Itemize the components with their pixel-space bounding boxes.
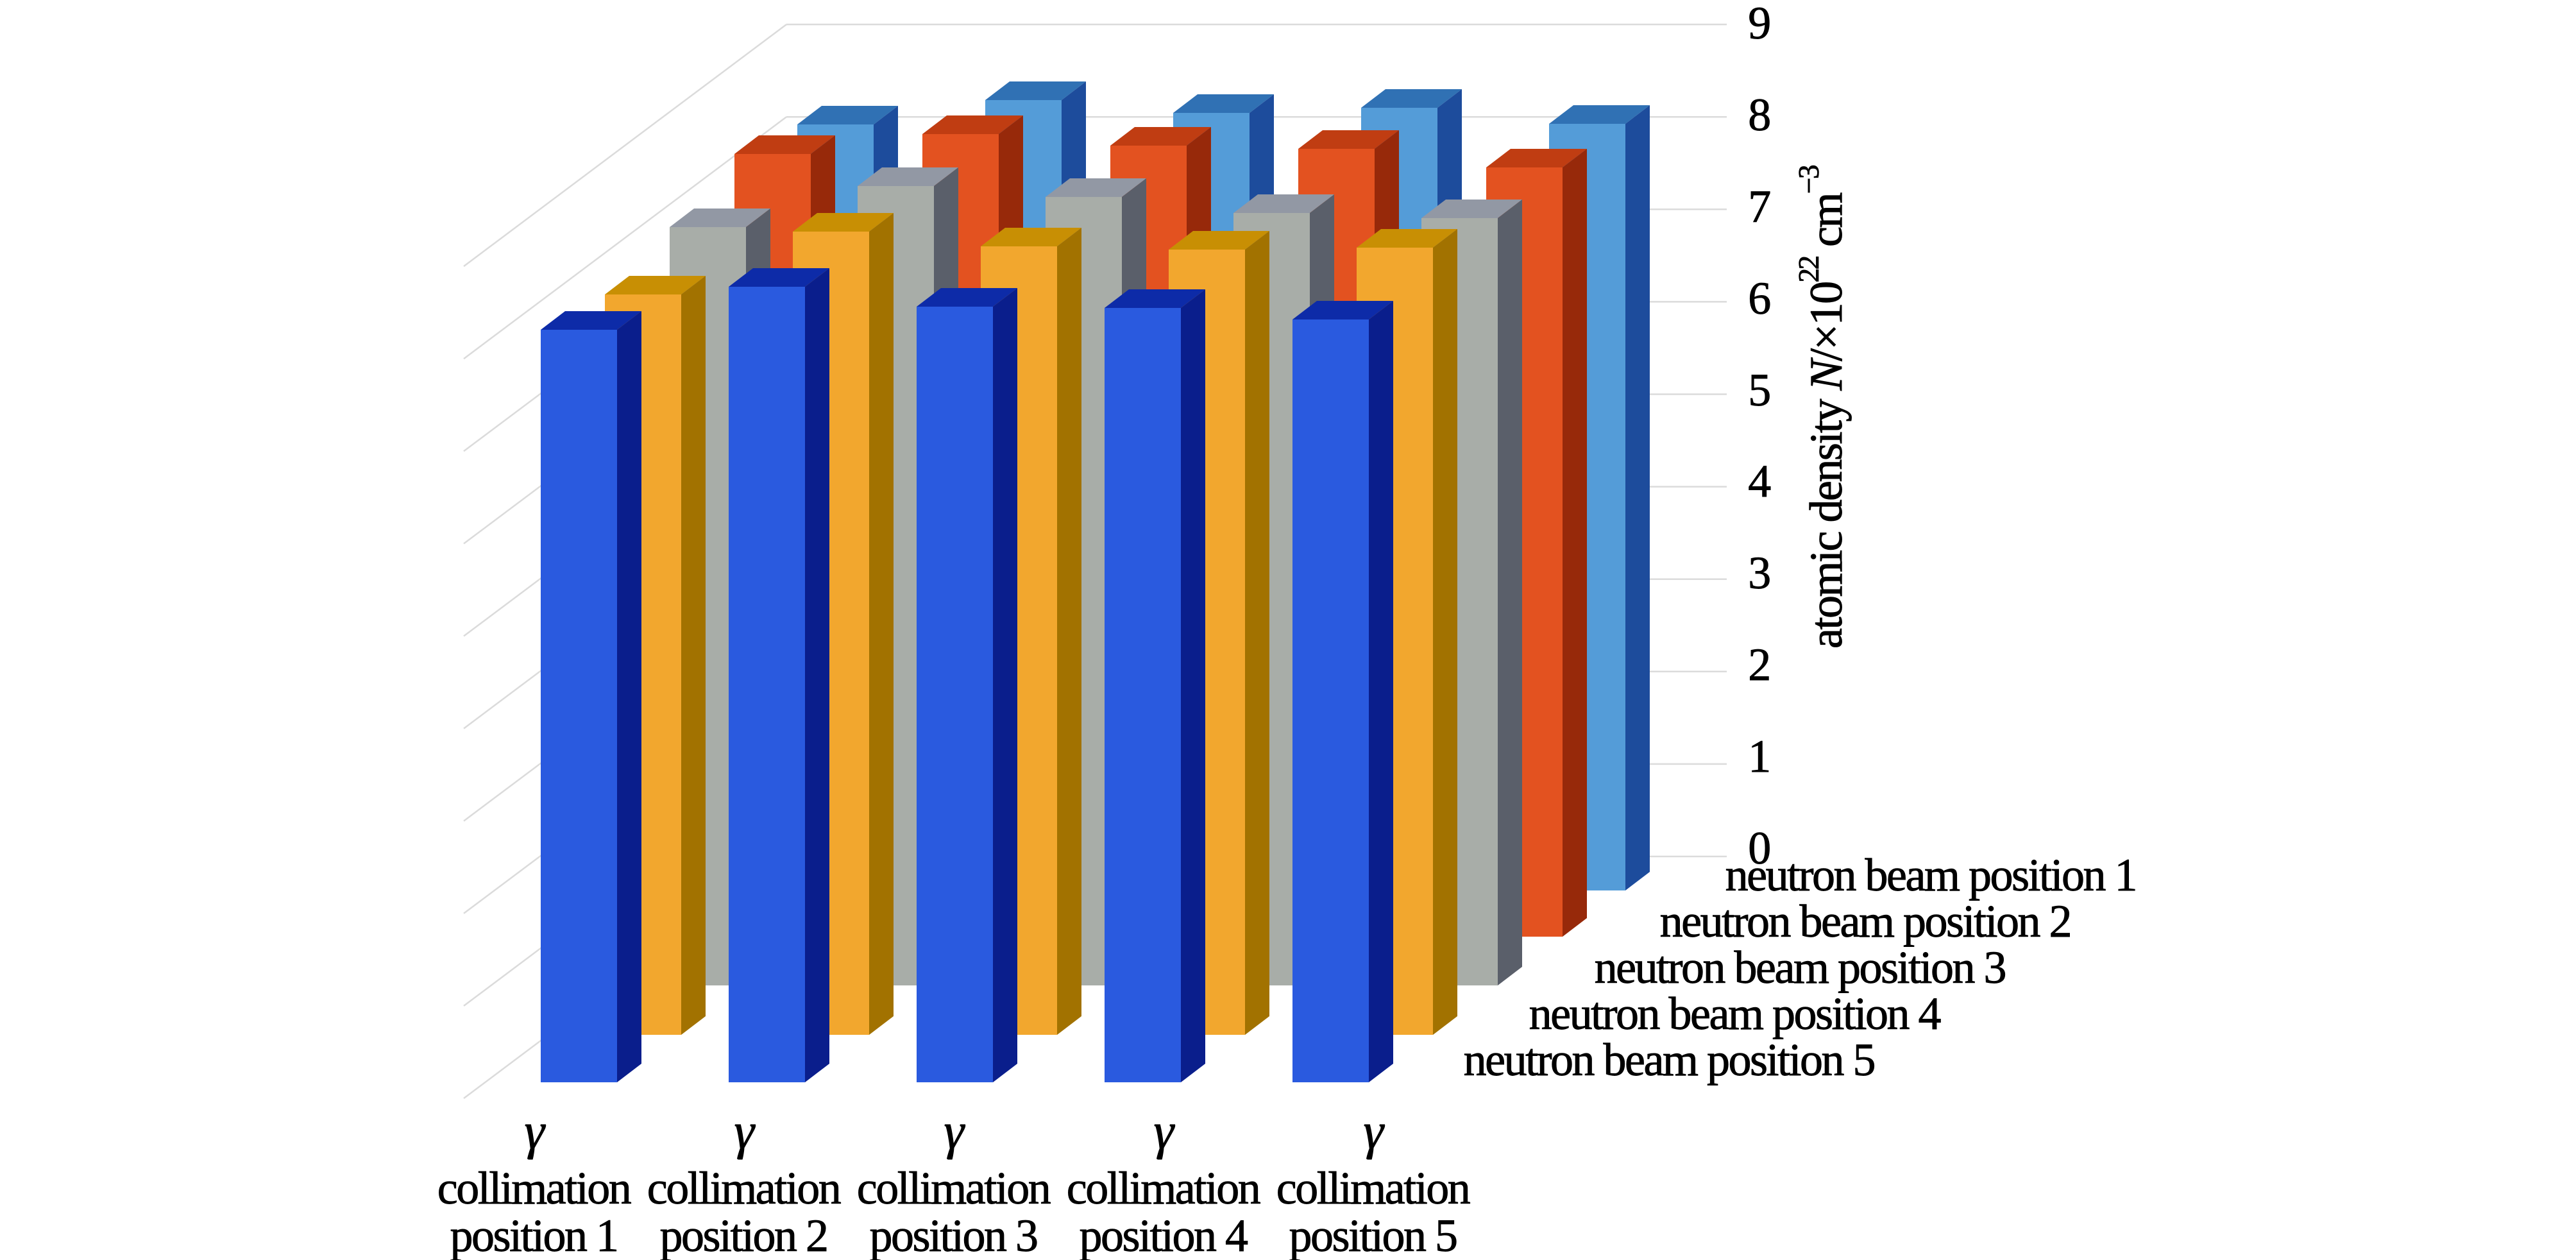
svg-text:4: 4 (1748, 455, 1770, 507)
svg-text:collimation: collimation (647, 1162, 841, 1214)
svg-text:collimation: collimation (857, 1162, 1051, 1214)
svg-text:neutron beam position 1: neutron beam position 1 (1725, 849, 2136, 901)
svg-text:9: 9 (1748, 0, 1770, 49)
svg-text:position 3: position 3 (869, 1210, 1037, 1260)
svg-text:0: 0 (1748, 822, 1770, 874)
svg-text:position 5: position 5 (1289, 1210, 1457, 1260)
svg-text:collimation: collimation (437, 1162, 631, 1214)
svg-text:γ: γ (1363, 1103, 1385, 1160)
svg-text:6: 6 (1748, 273, 1770, 324)
svg-text:5: 5 (1748, 364, 1770, 416)
svg-text:position 1: position 1 (450, 1210, 617, 1260)
svg-text:γ: γ (734, 1103, 756, 1160)
svg-text:neutron beam position 5: neutron beam position 5 (1464, 1034, 1875, 1085)
svg-text:neutron beam position 4: neutron beam position 4 (1529, 988, 1941, 1039)
svg-text:1: 1 (1748, 731, 1770, 782)
svg-text:2: 2 (1748, 639, 1770, 690)
svg-text:collimation: collimation (1276, 1162, 1470, 1214)
svg-text:γ: γ (944, 1103, 965, 1160)
svg-text:8: 8 (1748, 89, 1770, 140)
svg-text:collimation: collimation (1067, 1162, 1260, 1214)
svg-text:position 2: position 2 (659, 1210, 827, 1260)
svg-text:γ: γ (1153, 1103, 1175, 1160)
svg-text:7: 7 (1748, 181, 1770, 232)
svg-text:neutron beam position 2: neutron beam position 2 (1660, 896, 2071, 947)
svg-text:3: 3 (1748, 547, 1770, 599)
svg-text:position 4: position 4 (1079, 1210, 1248, 1260)
svg-text:γ: γ (524, 1103, 546, 1160)
svg-text:atomic density N/×1022 cm−3: atomic density N/×1022 cm−3 (1793, 166, 1852, 649)
svg-text:neutron beam position 3: neutron beam position 3 (1595, 942, 2006, 993)
